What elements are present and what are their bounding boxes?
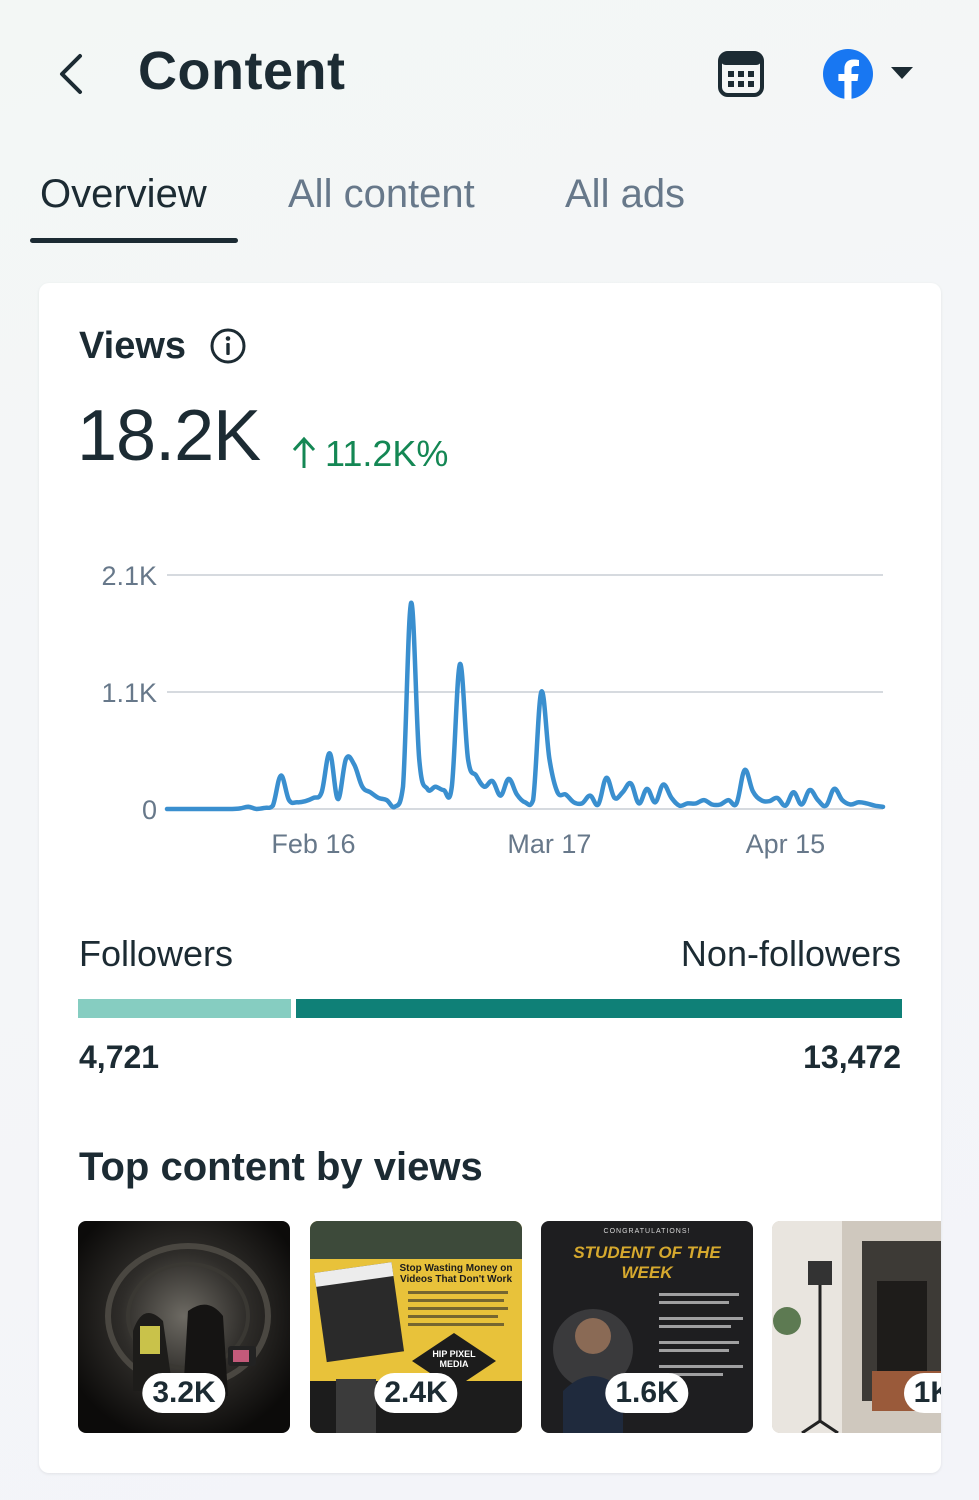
active-tab-indicator bbox=[30, 238, 238, 243]
views-badge: 2.4K bbox=[374, 1373, 458, 1413]
views-badge: 3.2K bbox=[142, 1373, 226, 1413]
views-total: 18.2K bbox=[77, 396, 261, 476]
views-change: 11.2K% bbox=[291, 433, 448, 475]
audience-labels: Followers Non-followers bbox=[79, 933, 901, 983]
facebook-icon[interactable] bbox=[822, 48, 874, 100]
followers-label: Followers bbox=[79, 933, 234, 974]
x-tick-label: Mar 17 bbox=[507, 829, 591, 859]
calendar-icon[interactable] bbox=[718, 49, 764, 97]
views-series-line bbox=[164, 600, 886, 812]
tab-all-content[interactable]: All content bbox=[288, 172, 475, 216]
views-line-chart: 0 1.1K 2.1K Feb 16 Mar 17 Apr 15 bbox=[101, 561, 886, 859]
audience-counts: 4,721 13,472 bbox=[79, 1039, 901, 1083]
audience-split-bar bbox=[78, 999, 902, 1018]
nonfollowers-label: Non-followers bbox=[680, 933, 901, 974]
chevron-left-icon[interactable] bbox=[52, 52, 92, 96]
top-content-carousel[interactable]: 3.2K Stop Wasting Money on Videos That D… bbox=[78, 1221, 941, 1435]
arrow-up-icon bbox=[292, 436, 316, 468]
top-content-item[interactable]: Stop Wasting Money on Videos That Don't … bbox=[310, 1221, 522, 1433]
followers-count: 4,721 bbox=[79, 1039, 160, 1075]
x-tick-label: Feb 16 bbox=[271, 829, 355, 859]
y-tick-label: 0 bbox=[142, 795, 157, 825]
caret-down-icon[interactable] bbox=[890, 66, 914, 80]
page-title: Content bbox=[138, 41, 346, 101]
views-change-value: 11.2K% bbox=[325, 433, 449, 474]
overview-card: Views 18.2K 11.2K% 0 1.1K 2.1K Feb 16 Mar 17… bbox=[39, 283, 941, 1473]
header: Content bbox=[0, 0, 979, 150]
top-content-item[interactable]: 1K bbox=[772, 1221, 941, 1433]
x-tick-label: Apr 15 bbox=[746, 829, 826, 859]
y-tick-label: 1.1K bbox=[101, 678, 157, 708]
top-content-item[interactable]: CONGRATULATIONS! STUDENT OF THE WEEK 1.6… bbox=[541, 1221, 753, 1433]
tab-overview[interactable]: Overview bbox=[40, 172, 207, 216]
nonfollowers-bar-segment bbox=[296, 999, 902, 1018]
top-content-item[interactable]: 3.2K bbox=[78, 1221, 290, 1433]
tab-bar: Overview All content All ads bbox=[0, 160, 979, 250]
tab-all-ads[interactable]: All ads bbox=[565, 172, 686, 216]
views-badge: 1K bbox=[903, 1373, 941, 1413]
followers-bar-segment bbox=[78, 999, 291, 1018]
top-content-title: Top content by views bbox=[79, 1145, 483, 1189]
info-icon[interactable] bbox=[209, 327, 247, 365]
views-badge: 1.6K bbox=[605, 1373, 689, 1413]
nonfollowers-count: 13,472 bbox=[803, 1039, 901, 1075]
poster-brand: HIP PIXEL MEDIA bbox=[432, 1349, 476, 1369]
poster-heading: STUDENT OF THE WEEK bbox=[573, 1243, 721, 1282]
views-label: Views bbox=[79, 325, 187, 367]
poster-heading: Stop Wasting Money on Videos That Don't … bbox=[399, 1263, 513, 1285]
y-tick-label: 2.1K bbox=[101, 561, 157, 591]
poster-kicker: CONGRATULATIONS! bbox=[603, 1228, 691, 1235]
